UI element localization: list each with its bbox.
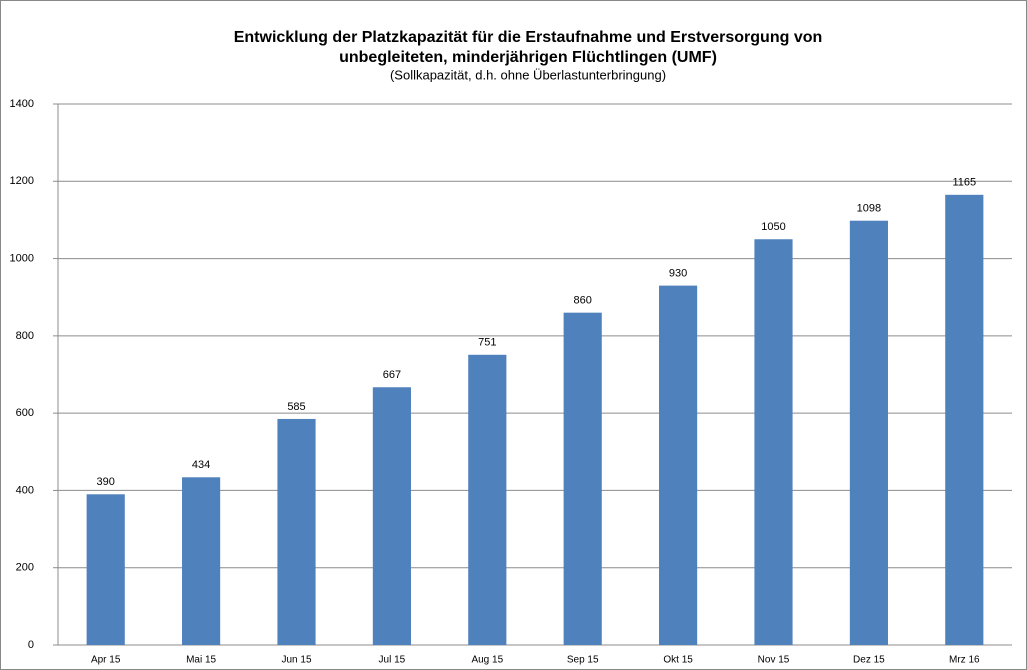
x-tick-label: Jun 15 xyxy=(281,655,311,666)
value-label: 434 xyxy=(192,459,210,471)
x-tick-label: Jul 15 xyxy=(379,655,406,666)
bar xyxy=(563,312,602,645)
chart-subtitle: (Sollkapazität, d.h. ohne Überlastunterb… xyxy=(390,67,666,82)
bar xyxy=(86,494,125,645)
x-tick-label: Dez 15 xyxy=(853,655,885,666)
bar xyxy=(849,220,888,646)
value-label: 390 xyxy=(97,476,115,488)
bar xyxy=(372,387,411,645)
y-tick-label: 400 xyxy=(16,484,34,496)
x-tick-label: Nov 15 xyxy=(758,655,790,666)
y-tick-label: 1200 xyxy=(10,175,34,187)
x-tick-label: Apr 15 xyxy=(91,655,121,666)
bar xyxy=(754,239,793,645)
value-label: 585 xyxy=(287,401,305,413)
bar xyxy=(945,194,984,645)
bar xyxy=(659,285,698,645)
value-label: 751 xyxy=(478,337,496,349)
x-tick-label: Mai 15 xyxy=(186,655,216,666)
value-label: 930 xyxy=(669,268,687,280)
bar xyxy=(277,418,316,645)
chart-title: unbegleiteten, minderjährigen Flüchtling… xyxy=(339,49,717,66)
bar xyxy=(182,477,221,645)
chart-title: Entwicklung der Platzkapazität für die E… xyxy=(234,29,823,46)
x-tick-label: Sep 15 xyxy=(567,655,599,666)
x-tick-label: Aug 15 xyxy=(471,655,503,666)
y-tick-label: 1400 xyxy=(10,98,34,110)
value-label: 860 xyxy=(574,295,592,307)
value-label: 1050 xyxy=(761,221,785,233)
x-tick-label: Okt 15 xyxy=(663,655,693,666)
y-tick-label: 800 xyxy=(16,330,34,342)
x-tick-label: Mrz 16 xyxy=(949,655,980,666)
y-tick-label: 600 xyxy=(16,407,34,419)
y-tick-label: 1000 xyxy=(10,252,34,264)
y-tick-label: 0 xyxy=(28,639,34,651)
y-tick-label: 200 xyxy=(16,562,34,574)
value-label: 1098 xyxy=(857,203,881,215)
value-label: 1165 xyxy=(952,177,976,189)
value-label: 667 xyxy=(383,369,401,381)
bar xyxy=(468,354,507,645)
